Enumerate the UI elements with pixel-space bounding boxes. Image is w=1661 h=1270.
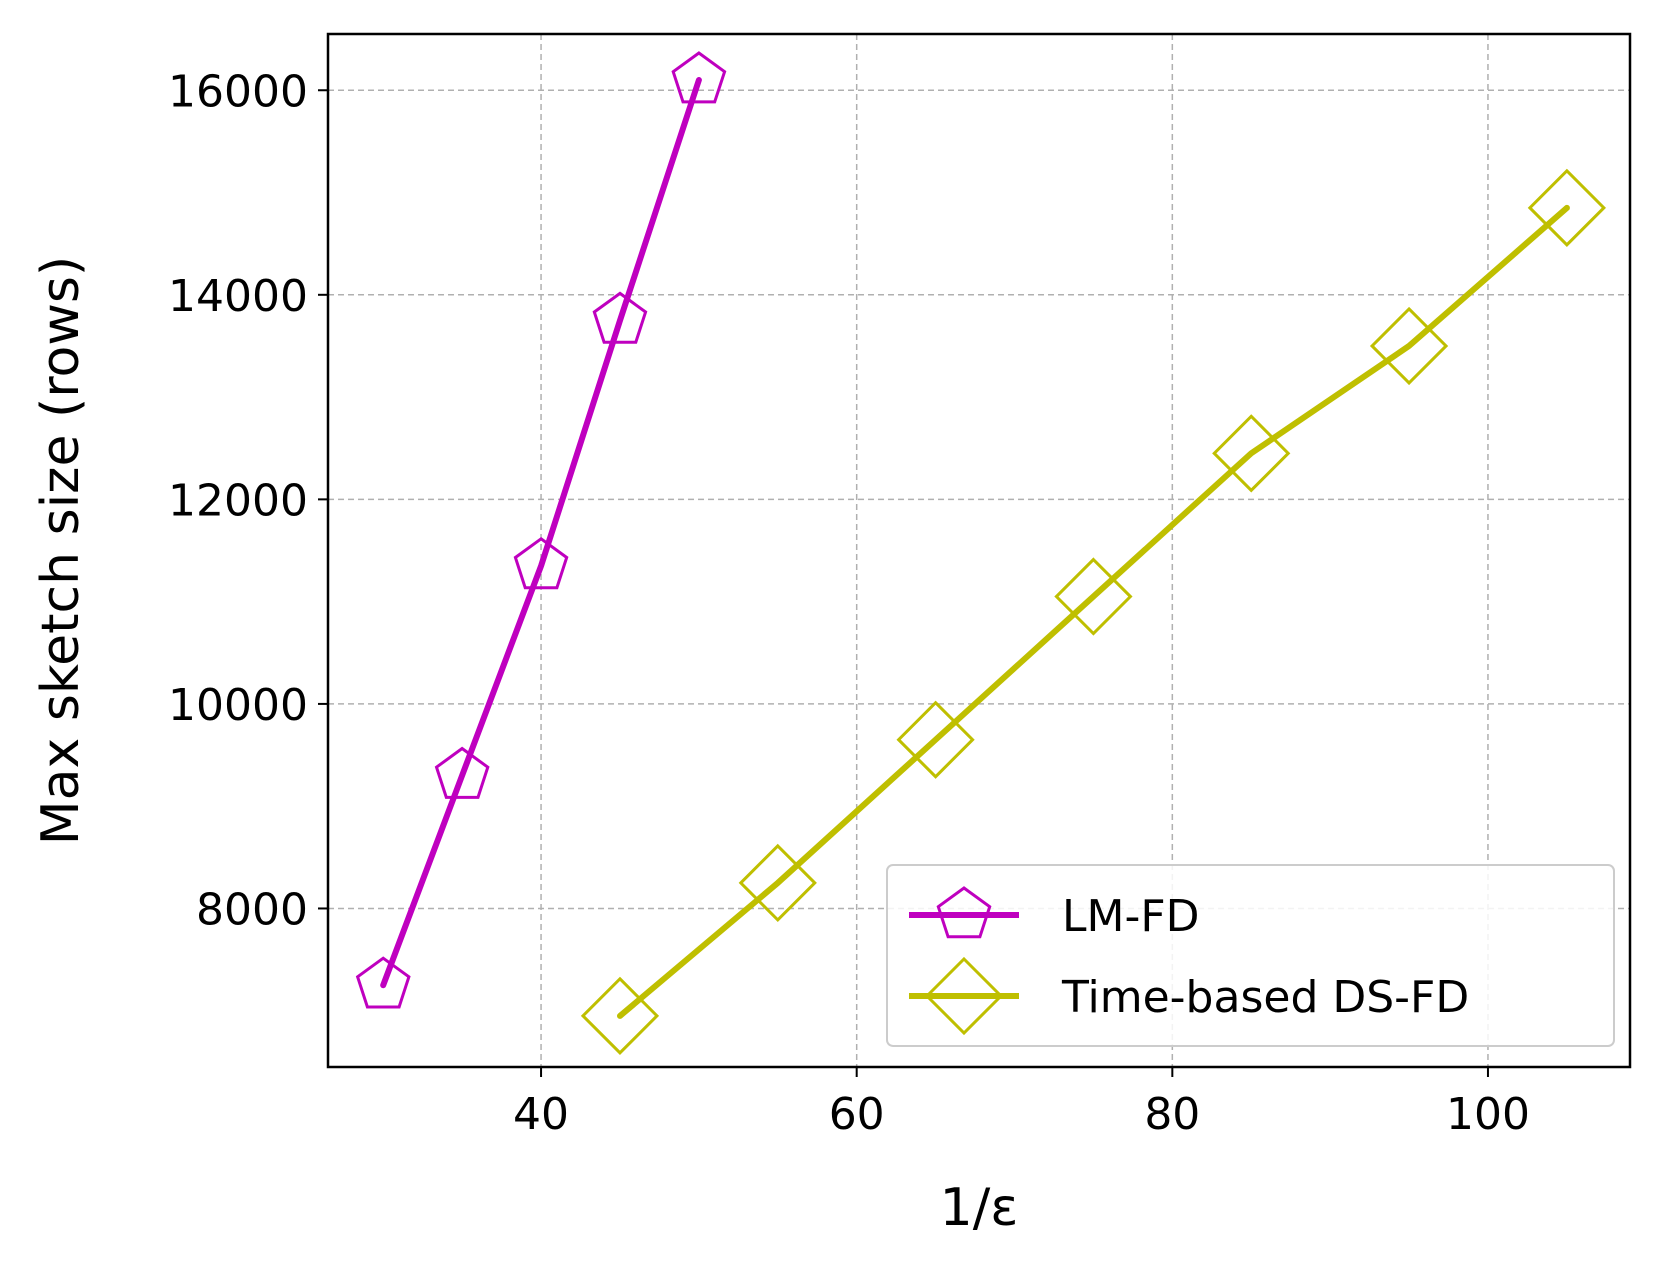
data-point (1369, 306, 1449, 386)
data-point (896, 700, 975, 779)
series-layer (355, 51, 1606, 1055)
data-point (355, 956, 411, 1009)
x-axis-title: 1/ε (940, 1178, 1019, 1238)
y-tick-label: 12000 (168, 475, 308, 526)
legend-items: LM-FD Time-based DS-FD (909, 886, 1469, 1036)
legend-entry: LM-FD (909, 886, 1200, 942)
legend-marker (924, 956, 1004, 1036)
legend-label: Time-based DS-FD (1061, 972, 1469, 1023)
plot-frame (326, 32, 1632, 1069)
series-line (380, 77, 702, 989)
data-point (671, 51, 727, 104)
series-line (617, 204, 1570, 1019)
y-tick-label: 10000 (168, 680, 308, 731)
data-point (738, 843, 817, 923)
x-tick-label: 80 (1144, 1089, 1200, 1140)
data-point (1527, 168, 1606, 247)
data-point (1212, 414, 1291, 493)
y-tick-label: 16000 (168, 66, 308, 117)
y-tick-label: 8000 (196, 884, 308, 935)
series-1 (355, 51, 727, 1009)
x-tick-label: 40 (513, 1089, 569, 1140)
x-tick-label: 100 (1446, 1089, 1530, 1140)
data-point (513, 536, 569, 590)
legend-marker (936, 886, 992, 939)
x-tick-label: 60 (829, 1089, 885, 1140)
legend: LM-FD Time-based DS-FD (886, 864, 1615, 1047)
legend-box (886, 864, 1615, 1047)
data-point (434, 746, 490, 799)
series-2 (580, 168, 1606, 1055)
data-point (1054, 557, 1133, 636)
ticks: 40 60 80 100 8000 10000 12000 14000 16000 (168, 66, 1530, 1140)
data-point (580, 976, 660, 1055)
y-tick-label: 14000 (168, 271, 308, 322)
y-axis-title: Max sketch size (rows) (31, 256, 91, 845)
legend-entry: Time-based DS-FD (909, 956, 1469, 1036)
legend-label: LM-FD (1062, 891, 1200, 942)
data-point (592, 291, 648, 344)
